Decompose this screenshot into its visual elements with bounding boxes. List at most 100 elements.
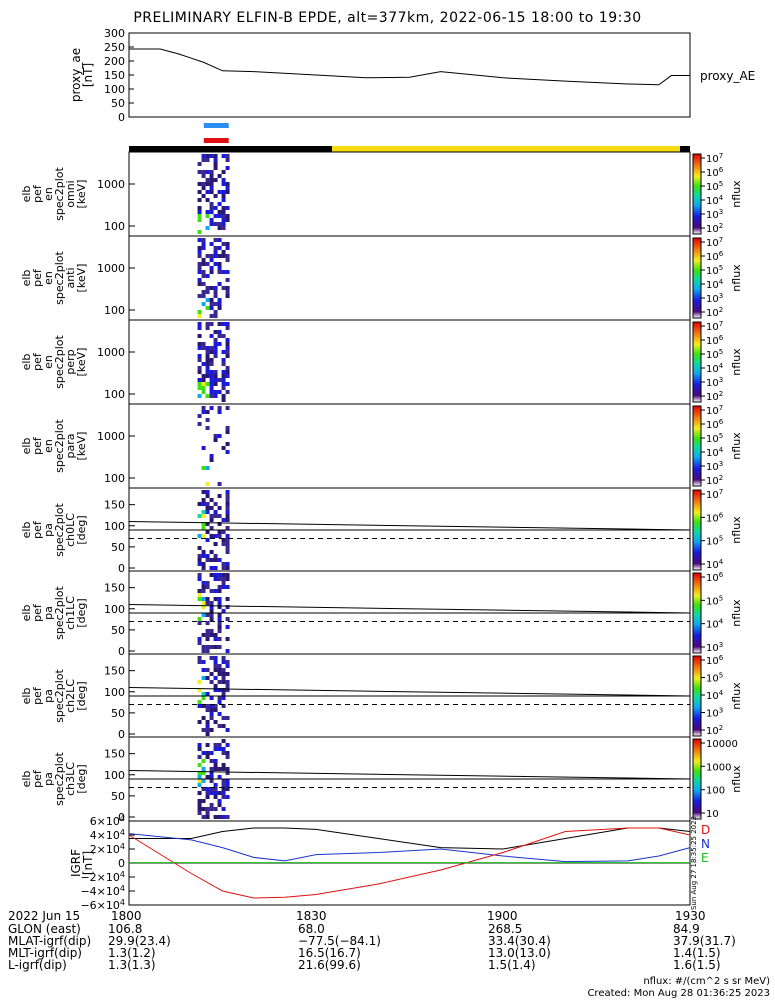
igrf-legend-N: N <box>701 837 710 851</box>
spectrogram-cell <box>201 534 206 538</box>
spectrogram-cell <box>209 716 214 720</box>
spectrogram-cell <box>205 522 210 526</box>
colorbar <box>692 405 702 487</box>
spectrogram-cell <box>213 338 218 342</box>
footer-row-value: −77.5(−84.1) <box>298 934 381 948</box>
spectrogram-cell <box>201 238 206 242</box>
panel-ytick-label: 100 <box>104 304 125 317</box>
proxy-ae-ytick-label: 250 <box>104 41 125 54</box>
spectrogram-cell <box>197 562 202 566</box>
spectrogram-cell <box>217 410 222 414</box>
spectrogram-cell <box>221 807 226 811</box>
panel-ylabel-line: spec2plot <box>53 419 66 473</box>
spectrogram-cell <box>209 708 214 712</box>
panel-ylabel-line: anti <box>64 267 77 288</box>
spectrogram-cell <box>205 490 210 494</box>
spectrogram-cell <box>213 206 218 210</box>
spectrogram-cell <box>221 214 226 218</box>
spectrogram-cell <box>209 270 214 274</box>
panel-ylabel-line: spec2plot <box>53 167 66 221</box>
colorbar-label: nflux <box>730 264 743 292</box>
loss-cone-line <box>128 521 691 531</box>
spectrogram-cell <box>209 358 214 362</box>
spectrogram-cell <box>221 182 226 186</box>
spectrogram-cell <box>217 530 222 534</box>
spectrogram-cell <box>205 668 210 672</box>
spectrogram-cell <box>225 550 230 554</box>
spectrogram-cell <box>225 442 230 446</box>
spectrogram-cell <box>213 708 218 712</box>
igrf-side-text: Sun Aug 27 18:35:25 2023 <box>690 816 698 910</box>
panel-ylabel-line: elb <box>20 186 33 203</box>
spectrogram-cell <box>221 783 226 787</box>
spectrogram-cell <box>205 751 210 755</box>
spectrogram-cell <box>221 398 226 402</box>
colorbar-label: nflux <box>730 348 743 376</box>
spectrogram-cell <box>197 386 202 390</box>
spectrogram-cell <box>201 815 206 819</box>
spectrogram-cell <box>225 605 230 609</box>
spectrogram-cell <box>201 649 206 653</box>
spectrogram-cell <box>197 704 202 708</box>
spectrogram-cell <box>209 286 214 290</box>
spectrogram-cell <box>221 154 226 158</box>
spectrogram-cell <box>201 382 206 386</box>
unit-note: nflux: #/(cm^2 s sr MeV) <box>643 976 770 987</box>
spectrogram-cell <box>225 494 230 498</box>
spectrogram-cell <box>213 438 218 442</box>
spectrogram-cell <box>197 775 202 779</box>
spectrogram-cell <box>225 254 230 258</box>
spectrogram-cell <box>213 807 218 811</box>
day-bar <box>332 146 680 152</box>
spectrogram-cell <box>217 724 222 728</box>
spectrogram-cell <box>217 672 222 676</box>
spectrogram-cell <box>221 194 226 198</box>
panel-ytick-label: 100 <box>104 388 125 401</box>
spectrogram-cell <box>225 490 230 494</box>
spectrogram-cell <box>217 767 222 771</box>
panel-ytick-label: 100 <box>104 603 125 616</box>
colorbar-tick-label: 10 <box>706 809 719 820</box>
panel-ylabel-line: elb <box>20 522 33 539</box>
spectrogram-cell <box>217 226 222 230</box>
spectrogram-cell <box>197 394 202 398</box>
spectrogram-cell <box>197 414 202 418</box>
spectrogram-cell <box>225 218 230 222</box>
spectrogram-cell <box>209 605 214 609</box>
footer-row-value: 1.4(1.5) <box>673 946 721 960</box>
spectrogram-cell <box>205 190 210 194</box>
colorbar-label: nflux <box>730 180 743 208</box>
spectrogram-cell <box>197 554 202 558</box>
spectrogram-cell <box>225 182 230 186</box>
spectrogram-cell <box>197 803 202 807</box>
spectrogram-cell <box>205 585 210 589</box>
spectrogram-cell <box>205 732 210 736</box>
spectrogram-cell <box>225 637 230 641</box>
spectrogram-cell <box>225 206 230 210</box>
spectrogram-cell <box>197 811 202 815</box>
spectrogram-cell <box>205 791 210 795</box>
spectrogram-cell <box>209 350 214 354</box>
colorbar <box>692 321 702 403</box>
spectrogram-cell <box>213 302 218 306</box>
panel-ylabel-line: elb <box>20 771 33 788</box>
spectrogram-cell <box>221 242 226 246</box>
spectrogram-cell <box>217 238 222 242</box>
panel-ylabel-line: elb <box>20 688 33 705</box>
spectrogram-cell <box>225 186 230 190</box>
spectrogram-cell <box>217 298 222 302</box>
spectrogram-cell <box>221 394 226 398</box>
spectrogram-cell <box>205 601 210 605</box>
spectrogram-cell <box>221 724 226 728</box>
spectrogram-cell <box>209 791 214 795</box>
spectrogram-cell <box>197 720 202 724</box>
spectrogram-cell <box>225 751 230 755</box>
spectrogram-cell <box>213 633 218 637</box>
panel-ylabel-line: [deg] <box>75 681 88 710</box>
spectrogram-cell <box>205 322 210 326</box>
spectrogram-cell <box>205 506 210 510</box>
spectrogram-cell <box>217 330 222 334</box>
colorbar-tick-label: 103 <box>706 208 723 221</box>
colorbar <box>692 738 702 820</box>
spectrogram-cell <box>205 290 210 294</box>
